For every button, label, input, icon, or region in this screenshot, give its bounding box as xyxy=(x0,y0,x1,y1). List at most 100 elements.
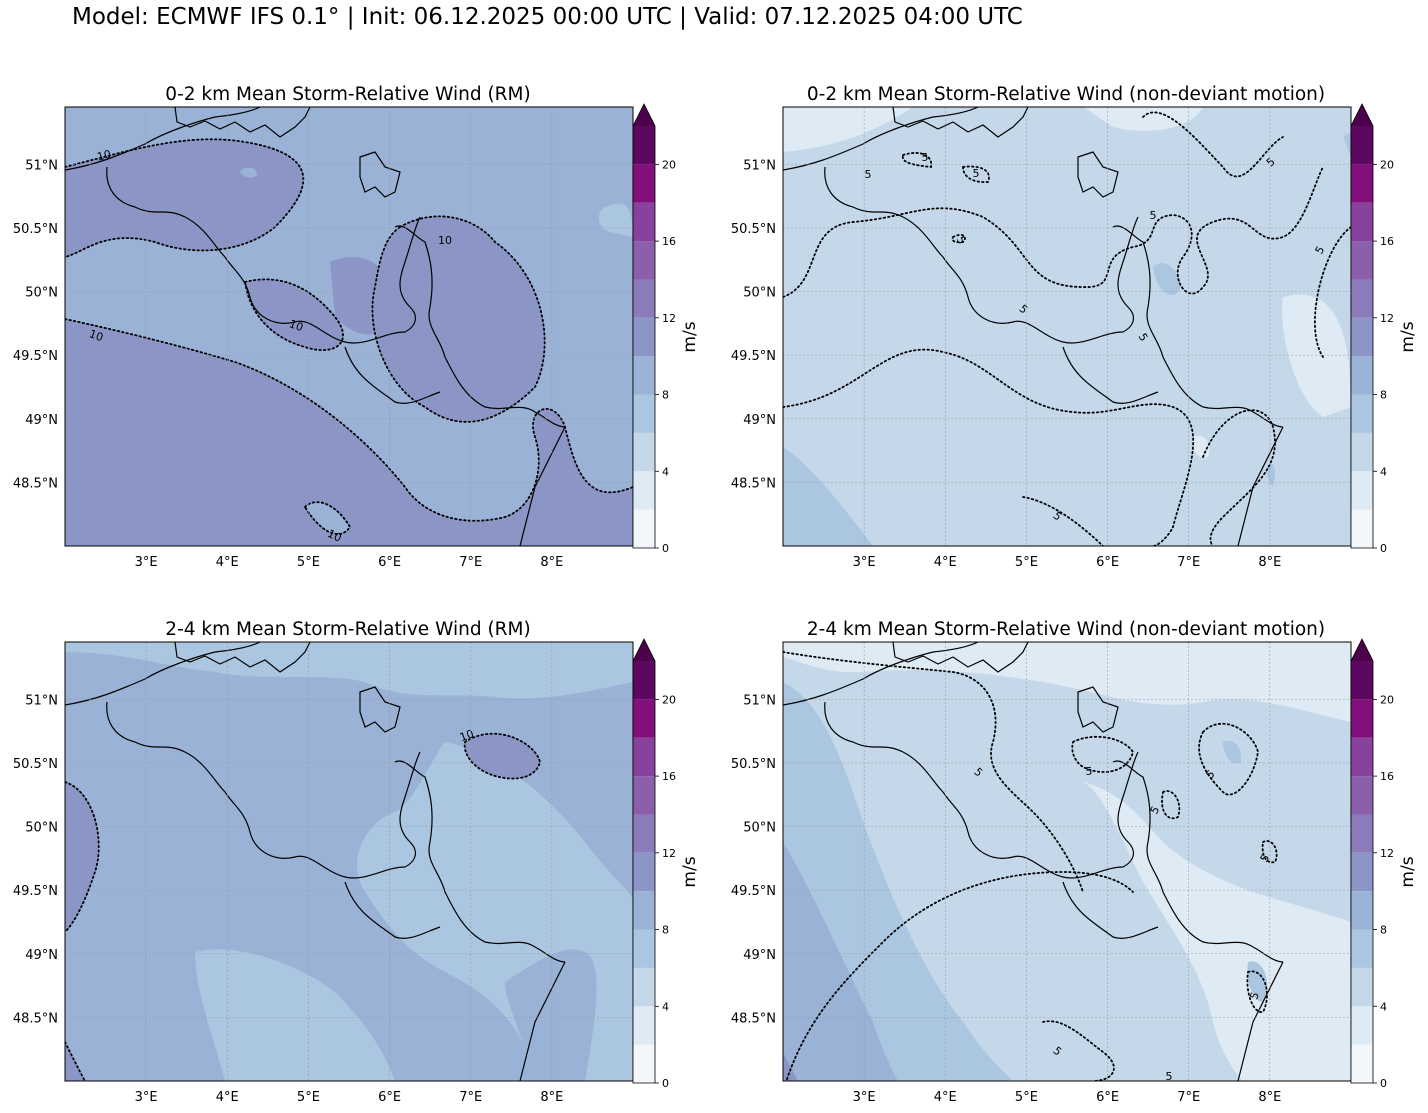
colorbar-band xyxy=(633,317,655,357)
colorbar-tick-label: 8 xyxy=(662,924,669,937)
graticule xyxy=(65,107,633,546)
border-line xyxy=(1112,225,1284,428)
colorbar-band xyxy=(633,661,655,700)
country-borders xyxy=(65,107,566,546)
border-line xyxy=(892,642,1029,673)
country-borders xyxy=(783,642,1284,1081)
colorbar-band xyxy=(1351,164,1373,203)
lon-tick-label: 4°E xyxy=(216,1090,239,1105)
colorbar-band xyxy=(1351,126,1373,165)
lon-tick-label: 6°E xyxy=(378,555,401,570)
colorbar-band xyxy=(633,509,655,548)
lat-tick-label: 49.5°N xyxy=(13,884,58,899)
colorbar-band xyxy=(1351,471,1373,510)
lat-tick-label: 49°N xyxy=(25,948,58,963)
colorbar-tick-label: 20 xyxy=(1380,693,1394,706)
colorbar: 0 4 8 12 16 20 m/s xyxy=(1350,638,1418,1090)
colorbar-band xyxy=(1351,929,1373,968)
border-line xyxy=(783,107,979,171)
contour-label: 5 xyxy=(1150,209,1157,222)
border-line xyxy=(106,166,421,344)
lon-tick-label: 8°E xyxy=(1258,1090,1281,1105)
colorbar-band xyxy=(633,394,655,433)
colorbar-band xyxy=(633,432,655,472)
colorbar-label: m/s xyxy=(1398,856,1418,887)
border-line xyxy=(344,881,441,939)
lat-tick-label: 50.5°N xyxy=(13,757,58,772)
colorbar-band xyxy=(633,356,655,395)
border-line xyxy=(892,107,1029,138)
border-line xyxy=(783,642,979,706)
longitude-ticks: 3°E 4°E 5°E 6°E 7°E 8°E xyxy=(135,555,564,570)
border-line xyxy=(824,701,1139,879)
lon-tick-label: 8°E xyxy=(540,555,563,570)
colorbar-extend xyxy=(1351,639,1373,661)
colorbar-band xyxy=(633,1006,655,1045)
lat-tick-label: 48.5°N xyxy=(13,476,58,491)
colorbar-outline xyxy=(1350,103,1374,549)
colorbar-band xyxy=(1351,1044,1373,1083)
lat-tick-label: 50.5°N xyxy=(731,222,776,237)
border-line xyxy=(65,107,261,171)
border-line xyxy=(174,107,311,138)
border-line xyxy=(1237,426,1284,546)
lon-tick-label: 8°E xyxy=(540,1090,563,1105)
lon-tick-label: 4°E xyxy=(934,1090,957,1105)
contour-label: 10 xyxy=(438,234,452,247)
colorbar-band xyxy=(1351,317,1373,357)
lon-tick-label: 7°E xyxy=(459,555,482,570)
colorbar: 0 4 8 12 16 20 m/s xyxy=(632,638,700,1090)
longitude-ticks: 3°E 4°E 5°E 6°E 7°E 8°E xyxy=(853,555,1282,570)
colorbar-band xyxy=(1351,737,1373,777)
lat-tick-label: 49°N xyxy=(25,413,58,428)
lon-tick-label: 7°E xyxy=(1177,1090,1200,1105)
lon-tick-label: 6°E xyxy=(1096,555,1119,570)
colorbar-extend xyxy=(633,104,655,126)
lon-tick-label: 3°E xyxy=(135,1090,158,1105)
map-panel-0-2km-nondeviant: 0-2 km Mean Storm-Relative Wind (non-dev… xyxy=(731,84,1418,570)
map-panel-2-4km-nondeviant: 2-4 km Mean Storm-Relative Wind (non-dev… xyxy=(731,619,1418,1105)
lat-tick-label: 49°N xyxy=(743,413,776,428)
contour-label: 10 xyxy=(325,527,343,545)
colorbar-tick-label: 0 xyxy=(1380,542,1387,555)
colorbar-band xyxy=(633,776,655,815)
border-line xyxy=(824,166,1139,344)
colorbar-tick-label: 20 xyxy=(1380,158,1394,171)
colorbar-band xyxy=(633,814,655,853)
colorbar-tick-label: 4 xyxy=(1380,465,1387,478)
colorbar-tick-label: 12 xyxy=(1380,312,1394,325)
border-line xyxy=(174,642,311,673)
colorbar-band xyxy=(633,1044,655,1083)
colorbar-band xyxy=(1351,891,1373,930)
colorbar-band xyxy=(633,852,655,892)
country-borders xyxy=(783,107,1284,546)
colorbar-band xyxy=(1351,852,1373,892)
lat-tick-label: 49°N xyxy=(743,948,776,963)
colorbar-band xyxy=(633,164,655,203)
contour-label: 5 xyxy=(1086,765,1093,778)
contour-label: 5 xyxy=(922,151,929,164)
map-panel-2-4km-rm: 2-4 km Mean Storm-Relative Wind (RM) 10 … xyxy=(13,619,700,1105)
colorbar-band xyxy=(1351,394,1373,433)
lon-tick-label: 8°E xyxy=(1258,555,1281,570)
colorbar-band xyxy=(633,126,655,165)
colorbar-tick-label: 12 xyxy=(1380,847,1394,860)
lat-tick-label: 50.5°N xyxy=(13,222,58,237)
panel-title: 0-2 km Mean Storm-Relative Wind (RM) xyxy=(165,84,530,105)
lat-tick-label: 51°N xyxy=(25,693,58,708)
lat-tick-label: 51°N xyxy=(25,158,58,173)
colorbar-tick-label: 8 xyxy=(1380,389,1387,402)
lon-tick-label: 3°E xyxy=(853,555,876,570)
colorbar-band xyxy=(1351,202,1373,242)
border-line xyxy=(1062,881,1159,939)
border-line xyxy=(359,151,401,198)
border-line xyxy=(519,426,566,546)
colorbar-tick-label: 0 xyxy=(662,1077,669,1090)
colorbar-extend xyxy=(633,639,655,661)
panel-title: 2-4 km Mean Storm-Relative Wind (RM) xyxy=(165,619,530,640)
lon-tick-label: 3°E xyxy=(135,555,158,570)
lon-tick-label: 7°E xyxy=(1177,555,1200,570)
colorbar-tick-label: 4 xyxy=(662,1000,669,1013)
colorbar-tick-label: 4 xyxy=(662,465,669,478)
colorbar-band xyxy=(633,737,655,777)
